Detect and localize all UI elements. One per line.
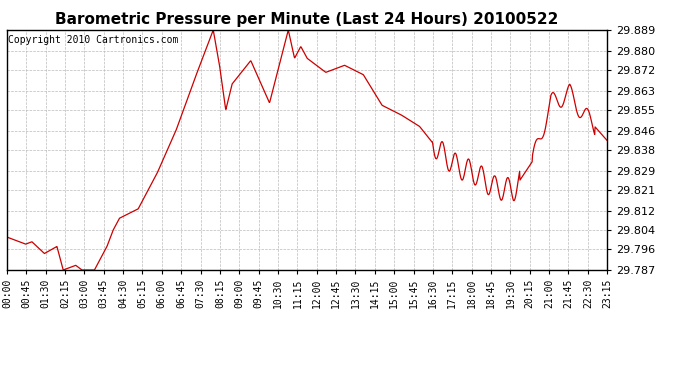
Title: Barometric Pressure per Minute (Last 24 Hours) 20100522: Barometric Pressure per Minute (Last 24 … (55, 12, 559, 27)
Text: Copyright 2010 Cartronics.com: Copyright 2010 Cartronics.com (8, 35, 179, 45)
